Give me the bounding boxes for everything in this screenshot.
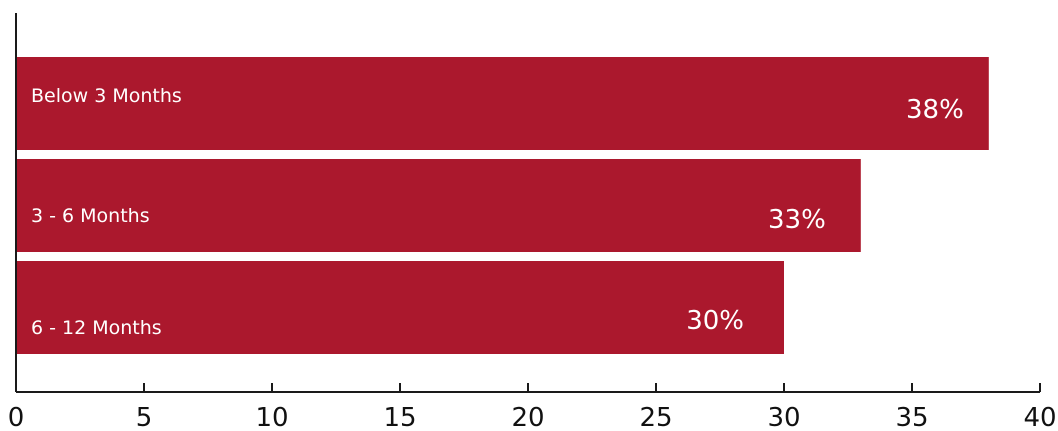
category-label: 6 - 12 Months bbox=[31, 317, 162, 339]
category-label: Below 3 Months bbox=[31, 85, 182, 107]
category-label: 3 - 6 Months bbox=[31, 205, 150, 227]
value-label: 33% bbox=[768, 205, 826, 235]
x-tick-label: 25 bbox=[639, 403, 672, 431]
x-tick-label: 20 bbox=[511, 403, 544, 431]
x-tick-label: 5 bbox=[136, 403, 153, 431]
x-tick-label: 0 bbox=[8, 403, 25, 431]
value-label: 38% bbox=[906, 95, 964, 125]
x-tick-label: 15 bbox=[383, 403, 416, 431]
bar bbox=[16, 57, 989, 150]
bar bbox=[16, 159, 861, 252]
x-tick-label: 40 bbox=[1023, 403, 1056, 431]
x-tick-label: 10 bbox=[255, 403, 288, 431]
x-tick-label: 30 bbox=[767, 403, 800, 431]
x-tick-label: 35 bbox=[895, 403, 928, 431]
bar bbox=[16, 261, 784, 354]
value-label: 30% bbox=[686, 306, 744, 336]
